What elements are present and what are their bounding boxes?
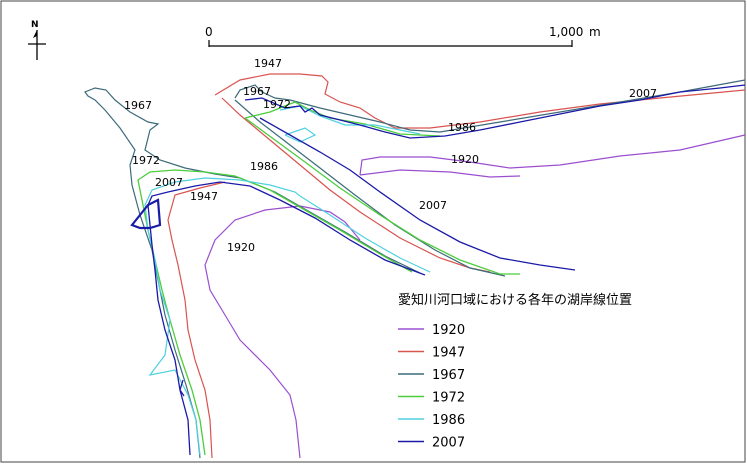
legend-label-2007: 2007: [432, 436, 465, 451]
map-label-1947-mid: 1947: [190, 190, 218, 203]
map-label-1967-mid: 1967: [243, 85, 271, 98]
legend-label-1920: 1920: [432, 323, 465, 338]
map-label-group: 1947 1967 1967 1972 1972 2007 1986 1947 …: [124, 57, 657, 254]
legend: 愛知川河口域における各年の湖岸線位置 1920 1947 1967 1972 1986 2…: [398, 292, 632, 451]
scale-start-label: 0: [205, 25, 213, 39]
shoreline-1947: [167, 73, 746, 459]
map-label-1986-mid: 1986: [250, 160, 278, 173]
scale-unit-label: m: [589, 25, 601, 39]
north-arrow: N: [28, 20, 46, 60]
map-label-2007-right: 2007: [629, 87, 657, 100]
map-label-1986-right: 1986: [448, 121, 476, 134]
map-label-1920-right: 1920: [451, 153, 479, 166]
scale-end-label: 1,000: [549, 25, 583, 39]
legend-label-1967: 1967: [432, 368, 465, 383]
legend-label-1986: 1986: [432, 413, 465, 428]
shoreline-1920: [204, 134, 746, 459]
map-label-1967-left: 1967: [124, 99, 152, 112]
map-label-1972-left: 1972: [132, 154, 160, 167]
north-arrow-head-icon: [33, 30, 37, 38]
legend-label-1972: 1972: [432, 391, 465, 406]
legend-title: 愛知川河口域における各年の湖岸線位置: [398, 292, 632, 308]
map-label-2007-left: 2007: [155, 176, 183, 189]
legend-label-1947: 1947: [432, 346, 465, 361]
map-label-1920-mid: 1920: [227, 241, 255, 254]
map-label-1947-top: 1947: [254, 57, 282, 70]
scale-bar: 0 1,000 m: [205, 25, 601, 47]
map-label-2007-mid: 2007: [419, 199, 447, 212]
north-label: N: [31, 20, 39, 30]
shoreline-2007: [130, 84, 746, 456]
map-label-1972-mid: 1972: [263, 98, 291, 111]
